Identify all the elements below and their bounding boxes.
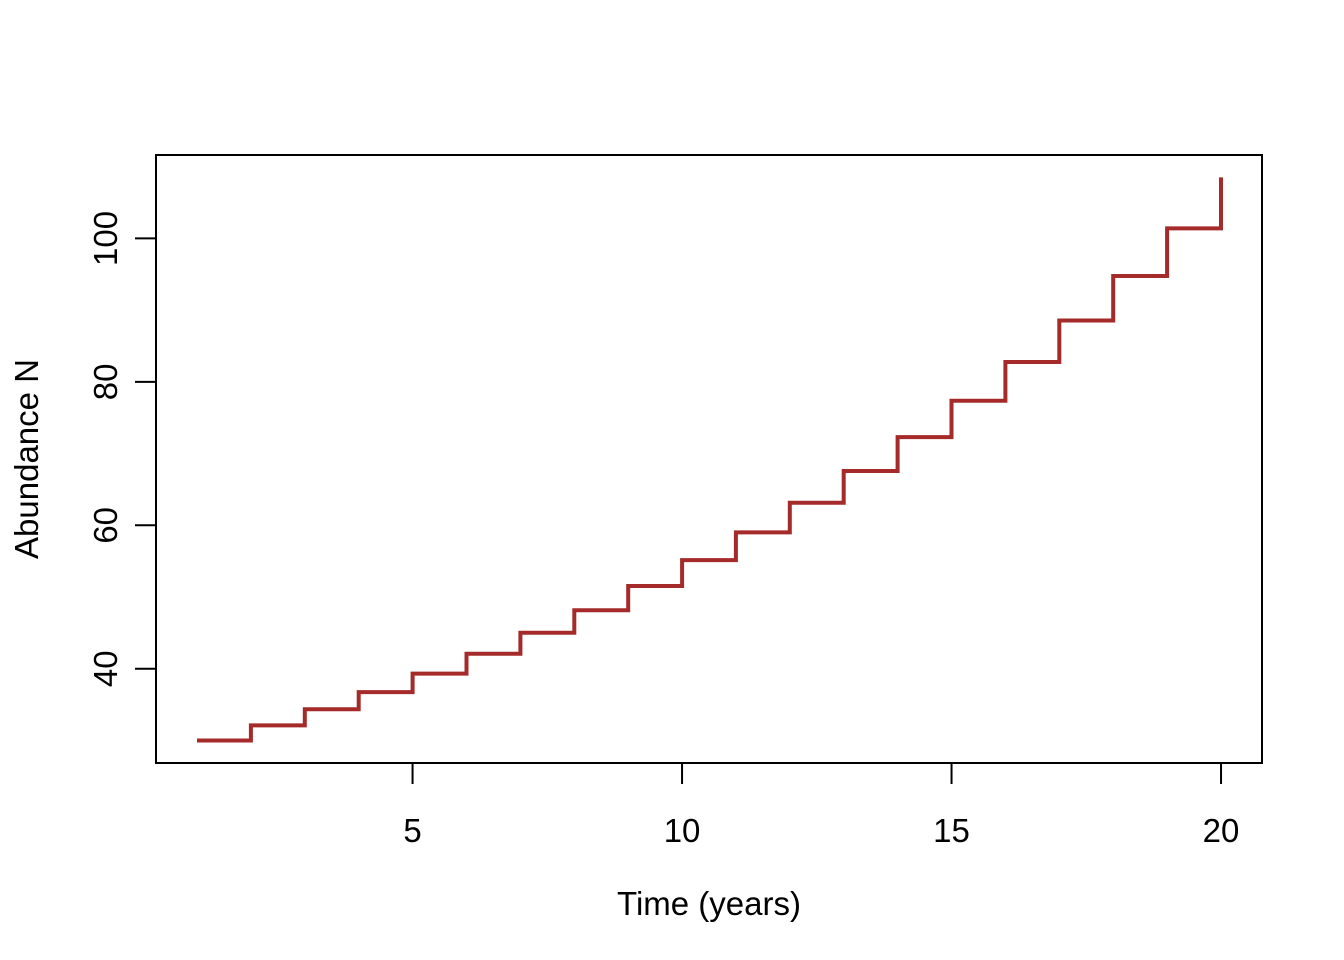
y-tick-label: 80 (87, 364, 124, 401)
y-tick-label: 60 (87, 507, 124, 544)
x-tick-label: 5 (403, 812, 421, 849)
y-tick-label: 100 (87, 211, 124, 266)
plot-box (155, 154, 1263, 764)
x-axis-title: Time (years) (617, 885, 801, 922)
y-tick-label: 40 (87, 650, 124, 687)
abundance-step-line (197, 177, 1223, 743)
y-axis-title: Abundance N (8, 359, 45, 559)
x-tick-label: 10 (664, 812, 701, 849)
y-axis: 40 60 80 100 (87, 211, 155, 687)
x-axis: 5 10 15 20 (403, 764, 1239, 849)
x-tick-label: 15 (933, 812, 970, 849)
x-tick-label: 20 (1203, 812, 1240, 849)
